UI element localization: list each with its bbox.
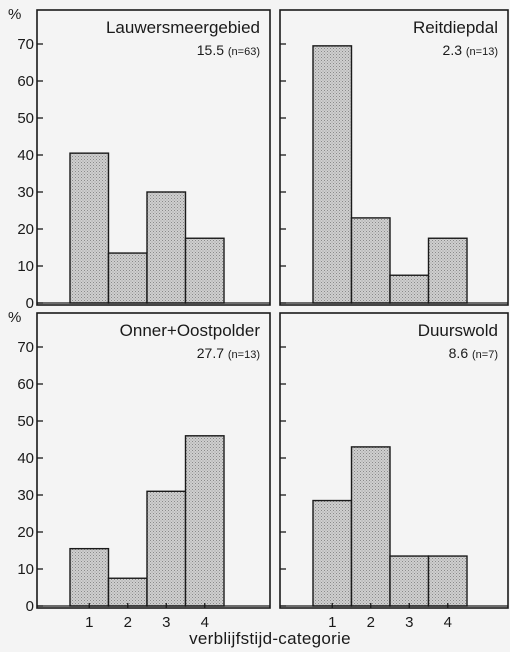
bar-2 bbox=[107, 577, 148, 607]
bar-4 bbox=[184, 237, 225, 304]
y-tick-label: 20 bbox=[17, 524, 34, 541]
x-tick-label: 4 bbox=[201, 614, 209, 631]
x-tick-label: 1 bbox=[328, 614, 336, 631]
panel-frame bbox=[279, 9, 509, 306]
bar-3 bbox=[389, 555, 430, 607]
x-tick-label: 2 bbox=[124, 614, 132, 631]
bar-4 bbox=[427, 555, 468, 607]
y-tick-label: 10 bbox=[17, 561, 34, 578]
panel-3: 0 10 20 30 40 50 60 70% 1 2 3 4 Onner+Oostpolder 27.7… bbox=[8, 309, 271, 631]
stat-value: 15.5 bbox=[197, 42, 228, 58]
x-tick-label: 4 bbox=[444, 614, 452, 631]
y-tick-label: 30 bbox=[17, 487, 34, 504]
bar-4 bbox=[184, 435, 225, 607]
y-tick-label: 0 bbox=[26, 295, 34, 312]
x-tick-label: 3 bbox=[405, 614, 413, 631]
x-tick-label: 2 bbox=[367, 614, 375, 631]
panel-title: Onner+Oostpolder bbox=[120, 321, 261, 340]
y-tick-label: 40 bbox=[17, 147, 34, 164]
bar-2 bbox=[350, 446, 391, 607]
bar-1 bbox=[312, 45, 353, 304]
y-tick-label: 50 bbox=[17, 413, 34, 430]
panel-title: Reitdiepdal bbox=[413, 18, 498, 37]
y-tick-label: 70 bbox=[17, 339, 34, 356]
y-tick-label: 40 bbox=[17, 450, 34, 467]
bar-3 bbox=[389, 274, 430, 304]
panel-frame bbox=[279, 312, 509, 609]
x-axis-title: verblijfstijd-categorie bbox=[189, 629, 351, 648]
stat-n: (n=63) bbox=[228, 46, 260, 58]
stat-n: (n=7) bbox=[472, 349, 498, 361]
bar-1 bbox=[312, 499, 353, 607]
panel-stat: 27.7 (n=13) bbox=[197, 345, 260, 361]
y-tick-label: 60 bbox=[17, 376, 34, 393]
y-tick-label: 0 bbox=[26, 598, 34, 615]
stat-value: 8.6 bbox=[449, 345, 472, 361]
panel-4: 1 2 3 4 Duurswold 8.6 (n=7) bbox=[279, 312, 509, 631]
y-tick-label: 30 bbox=[17, 184, 34, 201]
x-tick-label: 3 bbox=[162, 614, 170, 631]
panel-title: Lauwersmeergebied bbox=[106, 18, 260, 37]
panel-title: Duurswold bbox=[418, 321, 498, 340]
bar-3 bbox=[146, 490, 187, 607]
bar-2 bbox=[350, 217, 391, 304]
panel-frame bbox=[36, 312, 271, 609]
y-tick-label: 60 bbox=[17, 73, 34, 90]
y-tick-label: 20 bbox=[17, 221, 34, 238]
bar-1 bbox=[69, 152, 110, 304]
y-tick-label: 10 bbox=[17, 258, 34, 275]
stat-n: (n=13) bbox=[228, 349, 260, 361]
panel-stat: 15.5 (n=63) bbox=[197, 42, 260, 58]
panel-frame bbox=[36, 9, 271, 306]
y-tick-label: 70 bbox=[17, 36, 34, 53]
bar-3 bbox=[146, 191, 187, 304]
bar-2 bbox=[107, 252, 148, 304]
y-tick-label: 50 bbox=[17, 110, 34, 127]
bar-1 bbox=[69, 547, 110, 607]
panel-stat: 8.6 (n=7) bbox=[449, 345, 498, 361]
stat-n: (n=13) bbox=[466, 46, 498, 58]
x-tick-label: 1 bbox=[85, 614, 93, 631]
panel-1: 0 10 20 30 40 50 60 70% Lauwersmeergebied 15.5 (n… bbox=[8, 6, 271, 312]
panel-stat: 2.3 (n=13) bbox=[443, 42, 498, 58]
panel-2: Reitdiepdal 2.3 (n=13) bbox=[279, 9, 509, 306]
stat-value: 27.7 bbox=[197, 345, 228, 361]
stat-value: 2.3 bbox=[443, 42, 466, 58]
bar-4 bbox=[427, 237, 468, 304]
y-axis-unit: % bbox=[8, 309, 21, 326]
y-axis-unit: % bbox=[8, 6, 21, 23]
